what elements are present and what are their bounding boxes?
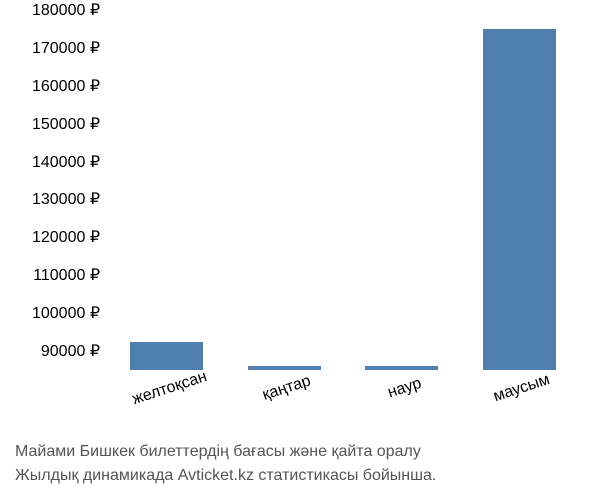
y-axis-tick-label: 100000 ₽	[32, 303, 108, 323]
y-axis-tick-label: 180000 ₽	[32, 0, 108, 20]
plot-area: 90000 ₽100000 ₽110000 ₽120000 ₽130000 ₽1…	[108, 10, 578, 370]
y-axis-tick-label: 170000 ₽	[32, 38, 108, 58]
chart-caption: Майами Бишкек билеттердің бағасы және қа…	[15, 440, 436, 488]
bar	[248, 366, 321, 370]
y-axis-tick-label: 140000 ₽	[32, 152, 108, 172]
y-axis-tick-label: 130000 ₽	[32, 189, 108, 209]
y-axis-tick-label: 110000 ₽	[33, 265, 108, 285]
y-axis-tick-label: 160000 ₽	[32, 76, 108, 96]
y-axis-tick-label: 120000 ₽	[32, 227, 108, 247]
x-axis-tick-label: желтоқсан	[130, 368, 209, 409]
bar	[365, 366, 438, 370]
chart-container: 90000 ₽ 100000 ₽ 110000 ₽ 120000 ₽ 130000 ₽ 1…	[0, 0, 600, 500]
caption-line-2: Жылдық динамикада Avticket.kz статистика…	[15, 464, 436, 488]
bar	[130, 342, 203, 370]
y-axis-tick-label: 150000 ₽	[32, 114, 108, 134]
x-axis-tick-label: маусым	[492, 371, 553, 406]
x-axis-tick-label: наур	[385, 375, 423, 403]
y-axis-tick-label: 90000 ₽	[41, 341, 108, 361]
caption-line-1: Майами Бишкек билеттердің бағасы және қа…	[15, 440, 436, 464]
x-axis-tick-label: қаңтар	[261, 372, 314, 404]
bar	[483, 29, 556, 370]
